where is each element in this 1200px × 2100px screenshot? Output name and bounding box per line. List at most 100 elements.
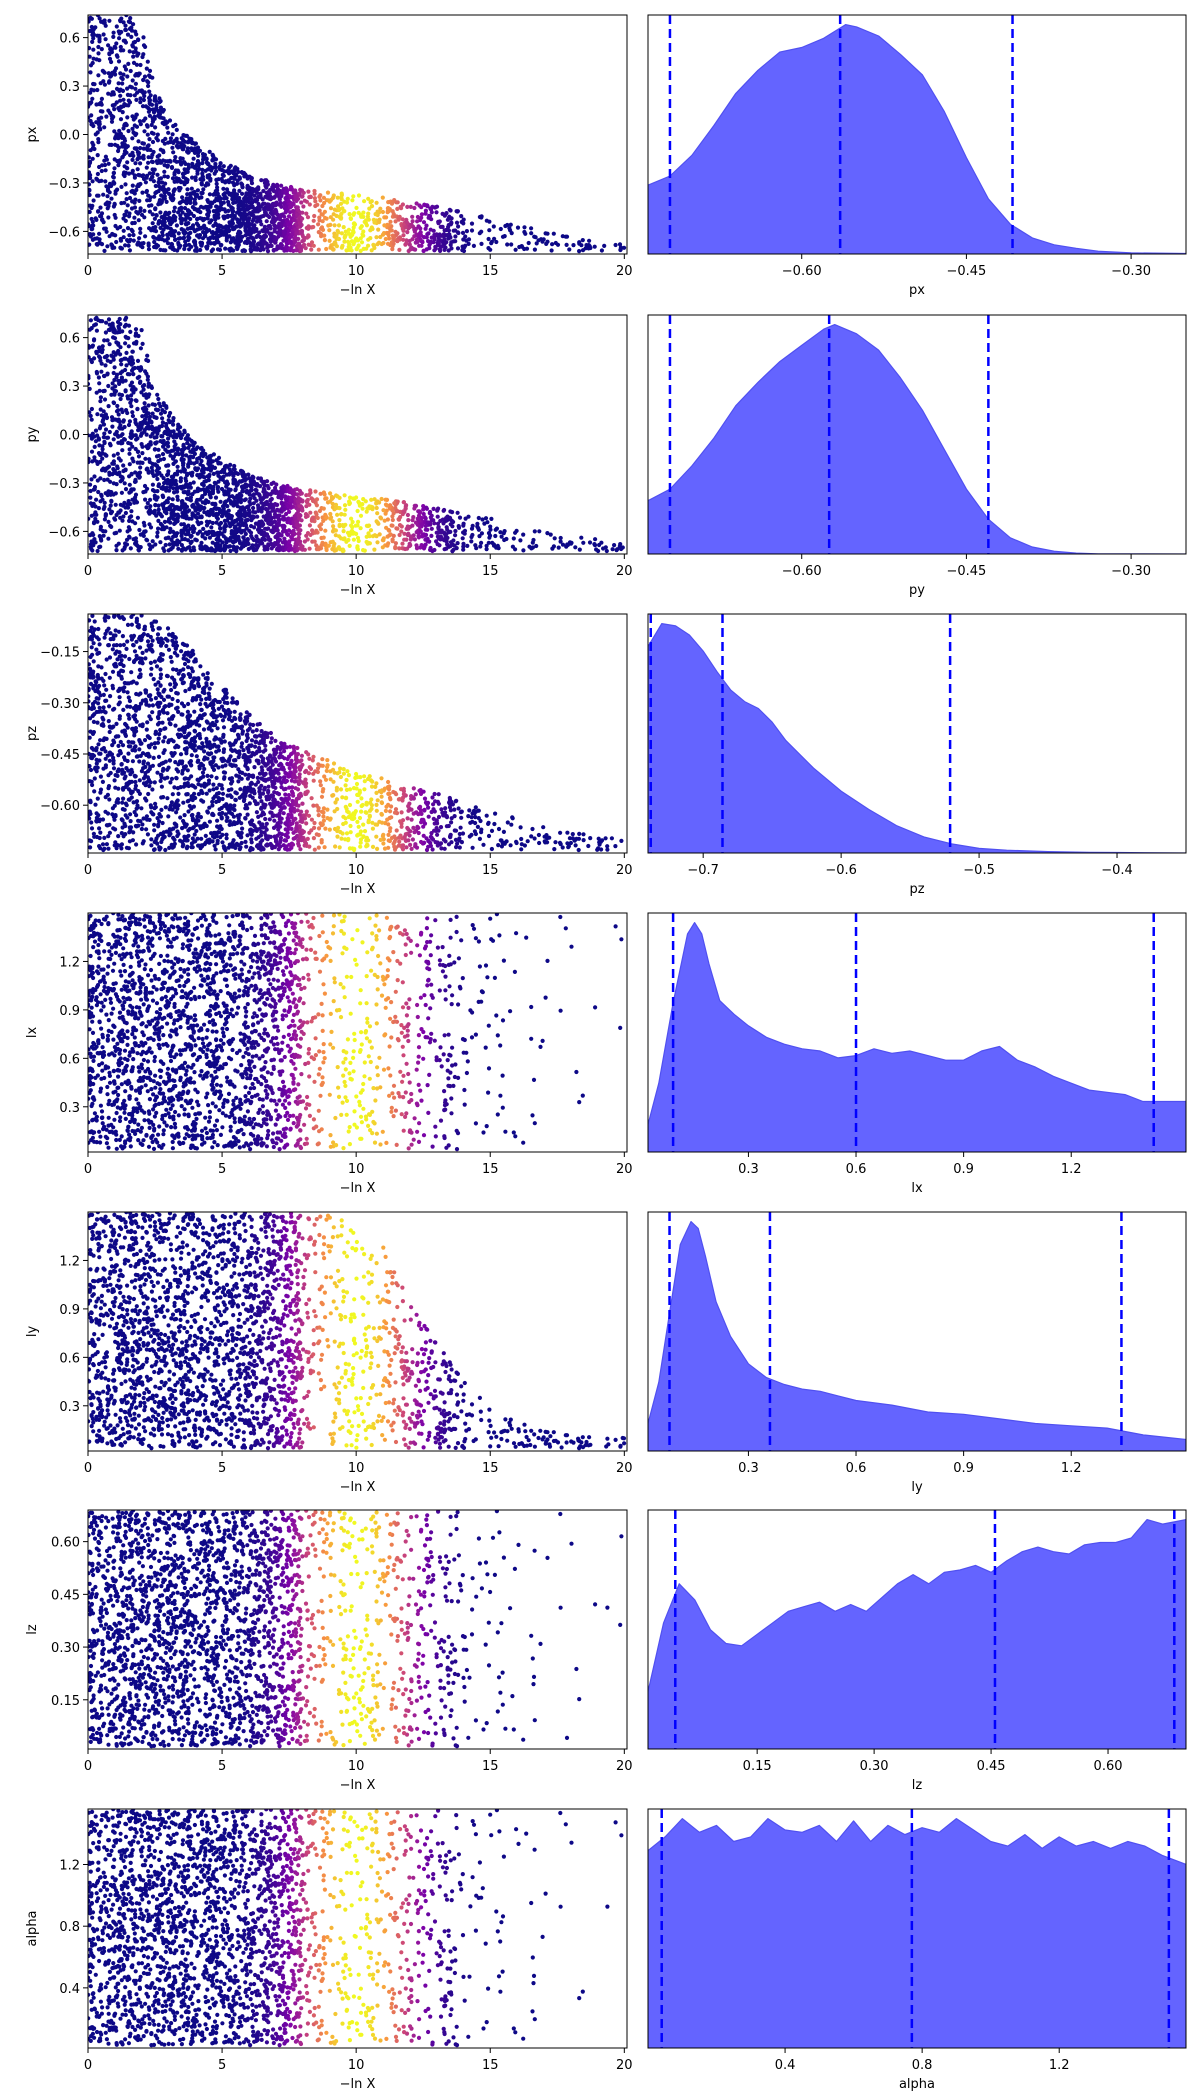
sample-point [155,132,160,137]
sample-point [131,130,136,135]
sample-point [263,210,268,215]
sample-point [148,504,153,509]
sample-point [88,104,91,109]
sample-point [463,243,468,248]
sample-point [162,217,167,222]
sample-point [335,195,340,200]
sample-point [166,187,171,192]
sample-point [146,394,151,399]
sample-point [335,512,340,517]
sample-point [188,534,193,539]
sample-point [355,547,360,552]
sample-point [393,541,398,546]
sample-point [358,513,364,518]
sample-point [171,474,176,479]
sample-point [564,242,569,247]
sample-point [145,538,150,543]
sample-point [131,232,136,238]
sample-point [149,159,154,164]
sample-point [88,159,93,164]
sample-point [153,125,158,130]
sample-point [258,484,263,489]
sample-point [146,83,151,89]
sample-point [97,426,102,431]
sample-point [126,98,131,103]
sample-point [148,147,153,153]
sample-point [106,383,111,389]
sample-point [275,532,281,537]
sample-point [161,150,166,155]
sample-point [207,454,212,459]
sample-point [149,102,155,107]
sample-point [168,453,173,458]
sample-point [221,186,226,191]
sample-point [234,192,240,197]
sample-point [307,523,312,528]
sample-point [206,182,211,187]
sample-point [128,16,133,21]
sample-point [151,171,156,176]
sample-point [348,530,353,535]
sample-point [258,497,263,502]
sample-point [88,209,92,215]
sample-point [404,238,409,243]
sample-point [219,486,225,492]
sample-point [166,130,171,135]
sample-point [157,112,162,117]
sample-point [112,377,117,383]
sample-point [327,238,332,243]
sample-point [144,421,149,426]
sample-point [355,523,360,528]
sample-point [465,543,470,549]
sample-point [422,202,427,208]
sample-point [241,200,246,205]
sample-point [199,540,204,546]
sample-point [479,241,484,246]
sample-point [111,370,116,376]
sample-point [174,223,179,228]
sample-point [145,132,150,137]
sample-point [178,156,183,161]
sample-point [135,167,140,172]
sample-point [88,16,91,21]
sample-point [181,457,186,462]
sample-point [133,446,138,452]
sample-point [230,197,235,202]
sample-point [97,534,102,539]
sample-point [298,528,303,533]
sample-point [131,54,136,59]
sample-point [190,513,195,518]
sample-point [178,243,183,248]
sample-point [149,203,154,208]
sample-point [153,229,159,234]
sample-point [125,74,130,79]
sample-point [100,217,105,222]
sample-point [173,155,178,160]
sample-point [165,236,171,241]
sample-point [405,524,410,529]
sample-point [294,230,299,235]
sample-point [335,228,340,233]
sample-point [231,227,236,232]
sample-point [241,535,246,540]
sample-point [109,119,115,124]
sample-point [339,191,344,196]
sample-point [90,179,95,184]
sample-point [175,427,180,432]
sample-point [200,171,205,176]
sample-point [114,530,119,536]
sample-point [278,192,284,197]
sample-point [131,22,136,27]
sample-point [113,189,118,194]
sample-point [116,163,121,168]
sample-point [404,241,409,246]
sample-point [573,545,578,550]
sample-point [195,171,200,176]
sample-point [419,522,425,527]
sample-point [190,524,196,529]
sample-point [230,180,236,185]
sample-point [453,234,458,239]
sample-point [118,93,123,98]
sample-point [110,103,115,108]
sample-point [487,228,492,233]
